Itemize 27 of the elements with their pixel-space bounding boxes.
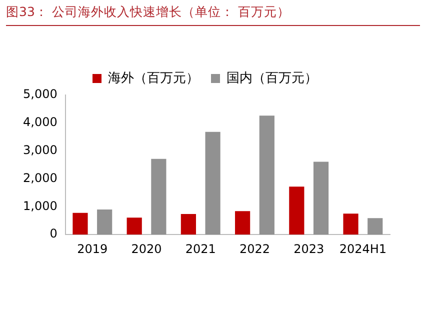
x-tick-label: 2020 <box>131 242 162 256</box>
x-tick-label: 2019 <box>77 242 108 256</box>
bar <box>126 218 142 235</box>
bar <box>313 162 329 235</box>
x-tick-label: 2023 <box>294 242 324 256</box>
x-tick-label: 2021 <box>185 242 216 256</box>
y-tick-label: 2,000 <box>22 170 58 185</box>
bar <box>205 132 220 235</box>
bar <box>289 186 304 235</box>
y-tick-label: 4,000 <box>22 115 58 130</box>
legend-label: 海外（百万元） <box>108 70 199 86</box>
bar <box>259 116 274 235</box>
bar <box>97 209 112 235</box>
bar <box>368 218 383 235</box>
y-tick-label: 0 <box>50 226 58 241</box>
bar <box>343 214 358 235</box>
chart-title: 图33： 公司海外收入快速增长（单位： 百万元） <box>6 4 420 26</box>
x-tick-label: 2024H1 <box>339 242 387 256</box>
bar <box>151 158 166 235</box>
bar <box>180 214 196 235</box>
x-tick-label: 2022 <box>239 242 270 256</box>
y-tick-label: 3,000 <box>22 142 58 157</box>
legend-label: 国内（百万元） <box>226 70 318 86</box>
y-tick-label: 1,000 <box>22 198 58 213</box>
y-tick-label: 5,000 <box>22 87 58 102</box>
bar <box>72 212 88 235</box>
bar <box>235 211 250 235</box>
